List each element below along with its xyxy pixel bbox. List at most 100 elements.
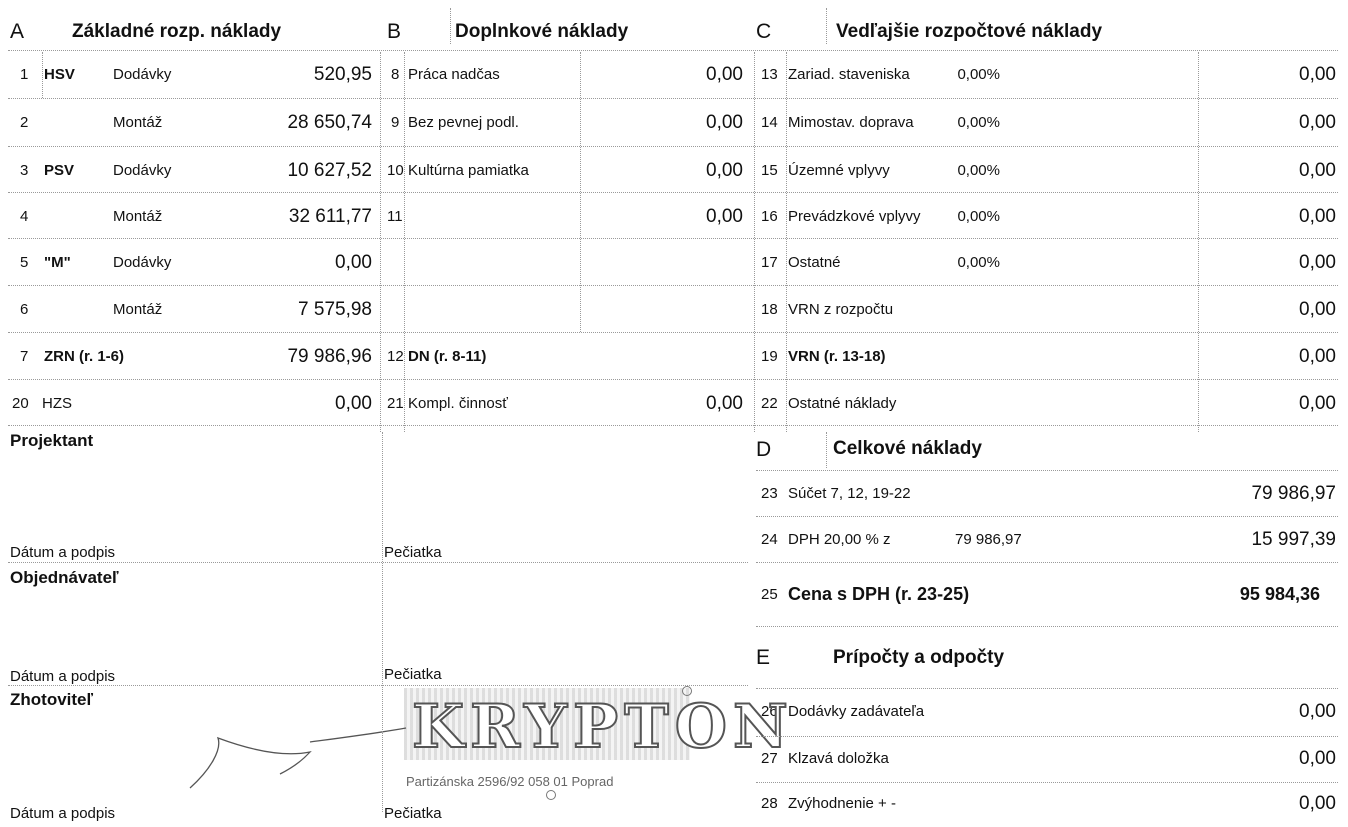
row-label: Prevádzkové vplyvy — [788, 208, 921, 225]
row-number: 21 — [387, 395, 404, 412]
circle-icon — [546, 790, 556, 800]
row-number: 15 — [761, 162, 778, 179]
company-stamp: KRYPTON Partizánska 2596/92 058 01 Popra… — [404, 686, 789, 800]
row-type: Montáž — [113, 301, 163, 318]
row-value: 0,00 — [706, 206, 743, 227]
row-label: Zariad. staveniska — [788, 66, 910, 83]
circle-icon — [682, 686, 692, 696]
stamp-logo-text: KRYPTON — [411, 691, 794, 763]
projektant-heading: Projektant — [10, 431, 94, 450]
row-label: DPH 20,00 % z — [788, 531, 891, 548]
row-type: Montáž — [113, 208, 163, 225]
row-percent: 0,00% — [957, 114, 1000, 131]
row-group: ZRN (r. 1-6) — [44, 348, 125, 365]
row-number: 18 — [761, 301, 778, 318]
row-label: Súčet 7, 12, 19-22 — [788, 485, 911, 502]
row-label: Práca nadčas — [408, 66, 500, 83]
row-number: 16 — [761, 208, 778, 225]
section-a-letter: A — [10, 20, 25, 43]
row-value: 15 997,39 — [1251, 529, 1336, 550]
row-value: 0,00 — [1299, 793, 1336, 814]
row-number: 7 — [20, 348, 29, 365]
row-value: 0,00 — [1299, 252, 1336, 273]
row-label: VRN (r. 13-18) — [788, 348, 886, 365]
row-label: Územné vplyvy — [788, 162, 890, 179]
row-group: PSV — [44, 162, 75, 179]
row-number: 10 — [387, 162, 404, 179]
section-c-title: Vedľajšie rozpočtové náklady — [836, 21, 1103, 42]
zhotovitel-heading: Zhotoviteľ — [10, 690, 94, 709]
row-number: 3 — [20, 162, 29, 179]
row-number: 27 — [761, 750, 778, 767]
row-label: DN (r. 8-11) — [408, 348, 487, 365]
section-c-letter: C — [756, 20, 772, 43]
row-type: Dodávky — [113, 162, 172, 179]
row-label: Zvýhodnenie + - — [788, 795, 896, 812]
row-value: 0,00 — [1299, 393, 1336, 414]
row-number: 26 — [761, 703, 778, 720]
stamp-label: Pečiatka — [384, 544, 442, 561]
row-label: Bez pevnej podl. — [408, 114, 519, 131]
row-number: 20 — [12, 395, 29, 412]
row-label: Kultúrna pamiatka — [408, 162, 529, 179]
row-value: 0,00 — [706, 393, 743, 414]
section-b-letter: B — [387, 20, 402, 43]
handwritten-signature — [189, 727, 407, 789]
row-number: 5 — [20, 254, 29, 271]
row-label: Ostatné náklady — [788, 395, 897, 412]
row-number: 2 — [20, 114, 29, 131]
row-type: Montáž — [113, 114, 163, 131]
row-type: Dodávky — [113, 66, 172, 83]
row-group: HSV — [44, 66, 75, 83]
row-value: 95 984,36 — [1239, 584, 1320, 604]
row-label: Cena s DPH (r. 23-25) — [788, 584, 970, 604]
row-value: 0,00 — [1299, 346, 1336, 367]
row-value: 0,00 — [335, 393, 372, 414]
row-value: 0,00 — [1299, 206, 1336, 227]
row-group: "M" — [44, 254, 71, 271]
row-percent: 0,00% — [957, 208, 1000, 225]
row-number: 24 — [761, 531, 778, 548]
row-number: 11 — [387, 208, 403, 225]
row-value: 0,00 — [706, 112, 743, 133]
row-value: 10 627,52 — [287, 160, 372, 181]
section-d-title: Celkové náklady — [833, 438, 982, 459]
row-label: Dodávky zadávateľa — [788, 703, 925, 720]
row-value: 7 575,98 — [298, 299, 372, 320]
row-value: 0,00 — [706, 64, 743, 85]
stamp-label: Pečiatka — [384, 805, 442, 822]
section-b-title: Doplnkové náklady — [455, 21, 629, 42]
row-value: 0,00 — [1299, 112, 1336, 133]
row-label: VRN z rozpočtu — [788, 301, 894, 318]
section-d-letter: D — [756, 438, 772, 461]
row-value: 0,00 — [1299, 64, 1336, 85]
row-number: 6 — [20, 301, 29, 318]
date-signature-label: Dátum a podpis — [10, 544, 116, 561]
row-value: 32 611,77 — [288, 206, 372, 227]
row-number: 13 — [761, 66, 778, 83]
row-number: 9 — [391, 114, 400, 131]
row-base: 79 986,97 — [955, 531, 1022, 548]
row-group: HZS — [42, 395, 72, 412]
section-e-title: Prípočty a odpočty — [833, 647, 1005, 668]
row-value: 0,00 — [1299, 299, 1336, 320]
row-number: 14 — [761, 114, 778, 131]
row-value: 79 986,96 — [287, 346, 372, 367]
row-number: 19 — [761, 348, 778, 365]
row-type: Dodávky — [113, 254, 172, 271]
row-value: 0,00 — [1299, 160, 1336, 181]
row-number: 23 — [761, 485, 778, 502]
stamp-address: Partizánska 2596/92 058 01 Poprad — [406, 774, 614, 789]
row-value: 0,00 — [1299, 748, 1336, 769]
row-number: 25 — [761, 586, 778, 603]
row-number: 1 — [20, 66, 29, 83]
row-value: 28 650,74 — [287, 112, 372, 133]
row-label: Klzavá doložka — [788, 750, 889, 767]
row-number: 8 — [391, 66, 400, 83]
row-label: Kompl. činnosť — [408, 395, 508, 412]
row-percent: 0,00% — [957, 254, 1000, 271]
section-a-title: Základné rozp. náklady — [72, 21, 282, 42]
row-number: 22 — [761, 395, 778, 412]
row-value: 520,95 — [313, 64, 372, 85]
objednavatel-heading: Objednávateľ — [10, 568, 119, 587]
